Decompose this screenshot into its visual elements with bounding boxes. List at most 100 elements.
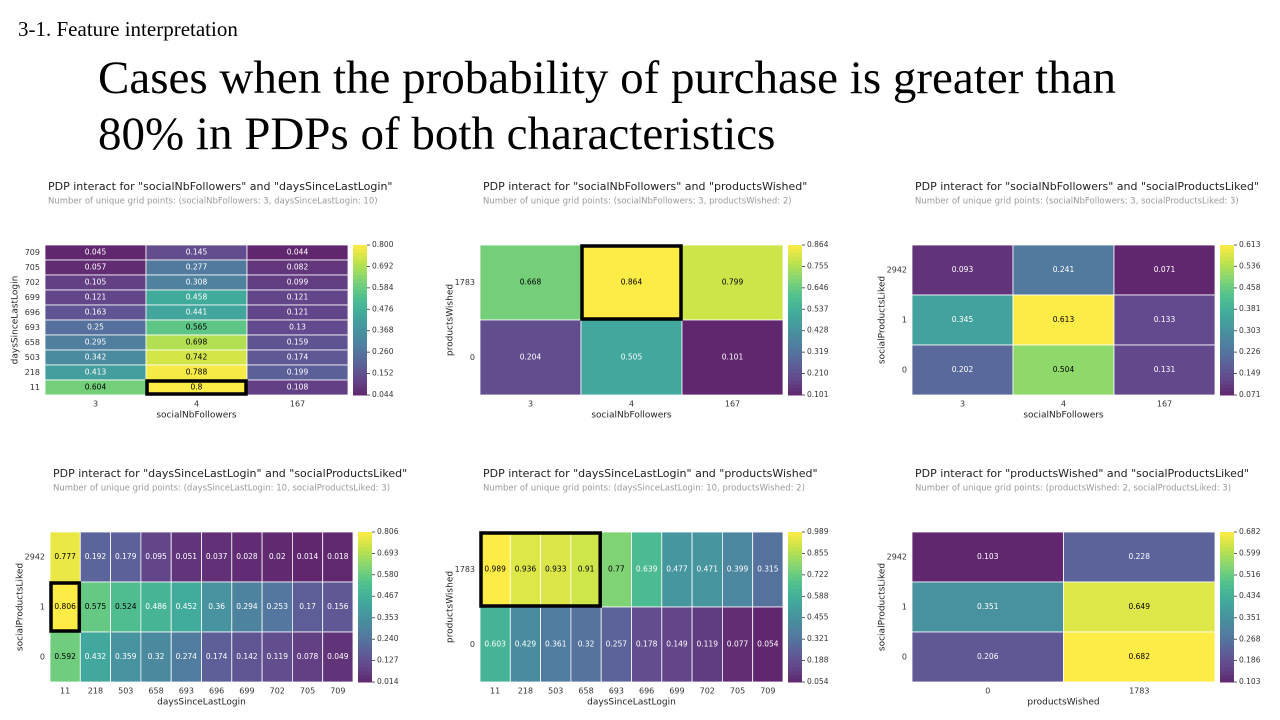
cell-label: 0.864	[621, 278, 643, 287]
colorbar-band	[788, 327, 802, 332]
cell-label: 0.178	[636, 640, 658, 649]
heatmap-cell	[911, 581, 1064, 633]
colorbar-band	[1220, 558, 1234, 563]
colorbar-band	[788, 614, 802, 619]
heatmap-cell	[201, 631, 233, 683]
colorbar-band	[1220, 618, 1234, 623]
cell-label: 0.054	[757, 640, 779, 649]
colorbar-band	[1220, 565, 1234, 570]
cell-label: 0.277	[186, 263, 208, 272]
colorbar-band	[353, 256, 367, 261]
x-tick-label: 699	[239, 687, 254, 696]
heatmap-cell	[170, 531, 202, 583]
chart-title: PDP interact for "productsWished" and "s…	[915, 467, 1249, 480]
colorbar-band	[1220, 539, 1234, 544]
cell-label: 0.345	[952, 315, 974, 324]
colorbar-band	[1220, 286, 1234, 291]
y-axis-label: socialProductsLiked	[878, 563, 888, 651]
x-axis-label: productsWished	[1027, 698, 1099, 708]
cell-label: 0.121	[85, 293, 107, 302]
colorbar-band	[1220, 342, 1234, 347]
heatmap-cell	[722, 606, 754, 683]
cell-label: 0.037	[206, 552, 228, 561]
y-tick-label: 503	[25, 353, 40, 362]
colorbar-band	[788, 286, 802, 291]
cell-label: 0.093	[952, 265, 974, 274]
colorbar-band	[788, 365, 802, 370]
colorbar-band	[788, 580, 802, 585]
colorbar-band	[358, 565, 372, 570]
x-tick-label: 11	[490, 687, 500, 696]
colorbar-band	[1220, 599, 1234, 604]
x-tick-label: 167	[725, 400, 740, 409]
colorbar-band	[353, 312, 367, 317]
cell-label: 0.668	[520, 278, 542, 287]
heatmap-cell	[911, 631, 1064, 683]
heatmap-cell	[681, 319, 784, 396]
colorbar-band	[1220, 308, 1234, 313]
chart-title: PDP interact for "socialNbFollowers" and…	[48, 180, 393, 193]
colorbar-band	[788, 275, 802, 280]
cell-label: 0.163	[85, 308, 107, 317]
colorbar-tick-label: 0.321	[807, 634, 829, 643]
colorbar-band	[1220, 278, 1234, 283]
colorbar-band	[1220, 543, 1234, 548]
colorbar-band	[358, 599, 372, 604]
colorbar-tick-label: 0.152	[372, 369, 394, 378]
colorbar-band	[788, 380, 802, 385]
cell-label: 0.199	[287, 368, 309, 377]
colorbar-band	[788, 293, 802, 298]
colorbar-band	[788, 248, 802, 253]
colorbar-tick-label: 0.476	[372, 304, 394, 313]
cell-label: 0.294	[236, 602, 258, 611]
colorbar-band	[788, 252, 802, 257]
cell-label: 0.095	[145, 552, 167, 561]
colorbar-band	[788, 558, 802, 563]
colorbar-band	[1220, 290, 1234, 295]
colorbar-band	[358, 539, 372, 544]
chart-title: PDP interact for "daysSinceLastLogin" an…	[483, 467, 818, 480]
colorbar-band	[1220, 652, 1234, 657]
cell-label: 0.315	[757, 565, 779, 574]
colorbar-band	[353, 335, 367, 340]
cell-label: 0.228	[1129, 552, 1151, 561]
colorbar-tick-label: 0.806	[377, 527, 399, 536]
colorbar-band	[353, 290, 367, 295]
colorbar-band	[788, 539, 802, 544]
y-tick-label: 0	[902, 653, 907, 662]
cell-label: 0.413	[85, 368, 107, 377]
colorbar-band	[358, 640, 372, 645]
cell-label: 0.049	[327, 652, 349, 661]
colorbar-tick-label: 0.319	[807, 347, 829, 356]
x-tick-label: 503	[118, 687, 133, 696]
colorbar-band	[358, 584, 372, 589]
colorbar-band	[358, 547, 372, 552]
colorbar-band	[1220, 383, 1234, 388]
colorbar-band	[1220, 678, 1234, 683]
colorbar-band	[788, 532, 802, 537]
cell-label: 0.777	[54, 552, 76, 561]
colorbar-band	[1220, 625, 1234, 630]
colorbar-tick-label: 0.303	[1239, 326, 1261, 335]
colorbar-band	[788, 372, 802, 377]
colorbar-band	[353, 275, 367, 280]
colorbar-band	[358, 573, 372, 578]
colorbar-band	[353, 346, 367, 351]
cell-label: 0.361	[545, 640, 567, 649]
cell-label: 0.204	[520, 353, 542, 362]
x-tick-label: 1783	[1129, 687, 1149, 696]
x-tick-label: 709	[760, 687, 775, 696]
colorbar-tick-label: 0.682	[1239, 527, 1261, 536]
colorbar-band	[353, 361, 367, 366]
colorbar-band	[358, 622, 372, 627]
colorbar-band	[358, 535, 372, 540]
colorbar-band	[788, 659, 802, 664]
cell-label: 0.32	[578, 640, 595, 649]
cell-label: 0.477	[666, 565, 688, 574]
colorbar-band	[1220, 252, 1234, 257]
colorbar-band	[358, 652, 372, 657]
colorbar-band	[1220, 357, 1234, 362]
x-tick-label: 705	[730, 687, 745, 696]
x-tick-label: 3	[93, 400, 98, 409]
y-tick-label: 2942	[887, 553, 907, 562]
